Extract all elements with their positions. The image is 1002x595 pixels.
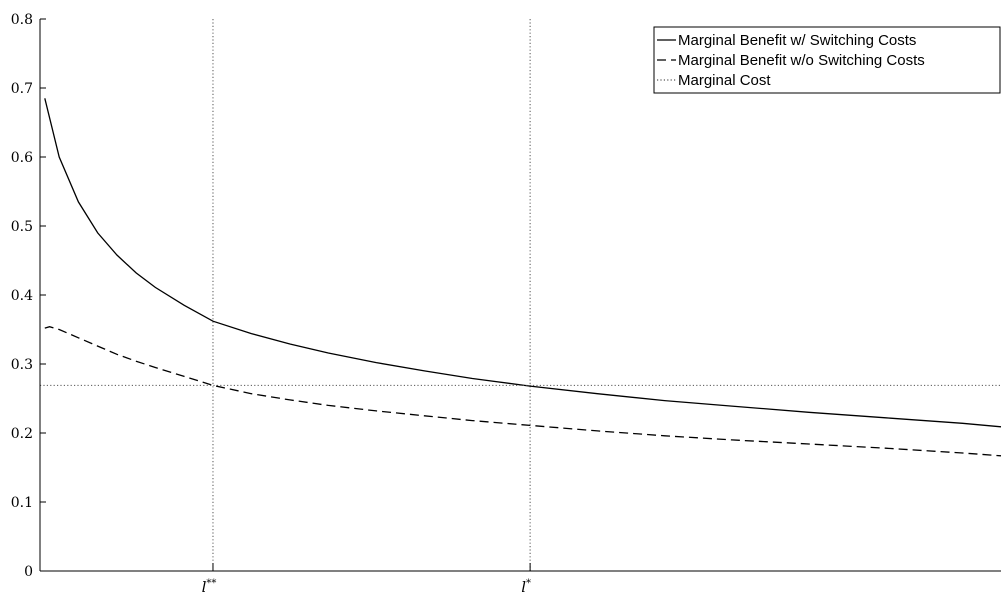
- y-tick-label: 0.7: [11, 81, 33, 97]
- reference-lines: [212, 19, 531, 571]
- y-tick-label: 0: [24, 564, 33, 580]
- x-ticks: l** l*: [202, 563, 531, 595]
- y-tick-label: 0.8: [11, 12, 33, 28]
- y-tick-label: 0.3: [11, 357, 33, 373]
- y-tick-label: 0.6: [11, 150, 33, 166]
- legend-label: Marginal Benefit w/ Switching Costs: [678, 32, 916, 49]
- series-line-1: [44, 98, 1002, 428]
- legend-box: [653, 26, 1001, 94]
- axes: [39, 19, 1001, 572]
- x-tick-label: l**: [202, 578, 217, 595]
- x-tick-label: l*: [521, 578, 531, 595]
- y-tick-label: 0.4: [11, 288, 33, 304]
- legend-label: Marginal Benefit w/o Switching Costs: [678, 52, 925, 69]
- series-group: [40, 98, 1002, 457]
- y-ticks: 0 0.1 0.2 0.3 0.4 0.5 0.6 0.7 0.8: [11, 12, 46, 580]
- legend-label: Marginal Cost: [678, 72, 771, 89]
- legend: Marginal Benefit w/ Switching Costs Margi…: [653, 26, 1001, 94]
- y-tick-label: 0.2: [11, 426, 33, 442]
- y-tick-label: 0.1: [11, 495, 33, 511]
- series-line-2: [44, 326, 1002, 457]
- y-tick-label: 0.5: [11, 219, 33, 235]
